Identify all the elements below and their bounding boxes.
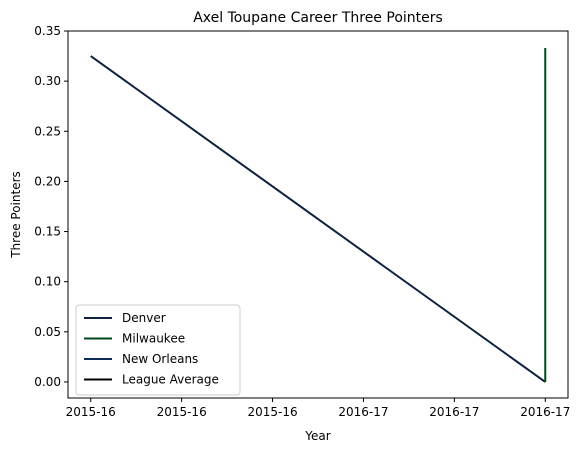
y-tick-label: 0.25 <box>34 124 61 138</box>
legend-label: Milwaukee <box>122 332 185 346</box>
legend-box <box>75 304 241 396</box>
y-tick-label: 0.00 <box>34 375 61 389</box>
x-tick-label: 2016-17 <box>520 405 570 419</box>
legend-label: Denver <box>122 311 166 325</box>
plot-area <box>90 48 547 383</box>
x-axis-label: Year <box>304 429 330 443</box>
x-tick-label: 2015-16 <box>157 405 207 419</box>
y-tick-label: 0.35 <box>34 24 61 38</box>
y-tick-label: 0.30 <box>34 74 61 88</box>
legend-label: New Orleans <box>122 352 198 366</box>
y-axis-label: Three Pointers <box>9 171 23 259</box>
y-tick-label: 0.15 <box>34 225 61 239</box>
legend: Denver Milwaukee New Orleans League Average <box>75 304 241 396</box>
y-axis: 0.00 0.05 0.10 0.15 0.20 0.25 0.30 0.35 <box>34 24 68 389</box>
y-tick-label: 0.10 <box>34 275 61 289</box>
x-tick-label: 2016-17 <box>429 405 479 419</box>
y-tick-label: 0.20 <box>34 174 61 188</box>
x-tick-label: 2015-16 <box>247 405 297 419</box>
y-tick-label: 0.05 <box>34 325 61 339</box>
x-axis: 2015-16 2015-16 2015-16 2016-17 2016-17 2016-… <box>66 398 570 419</box>
legend-label: League Average <box>122 373 219 387</box>
x-tick-label: 2016-17 <box>338 405 388 419</box>
series-line-denver <box>90 55 546 383</box>
x-tick-label: 2015-16 <box>66 405 116 419</box>
axes-frame <box>67 30 569 399</box>
chart-title: Axel Toupane Career Three Pointers <box>193 10 443 26</box>
